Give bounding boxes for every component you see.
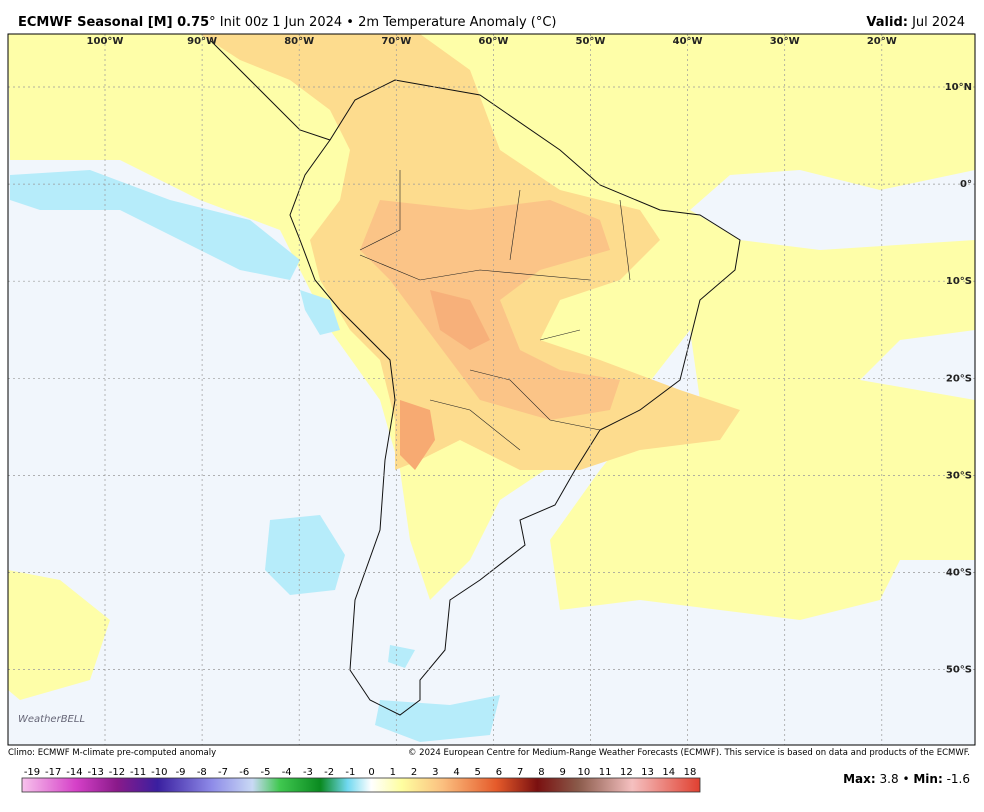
lon-label: 100°W <box>87 36 124 47</box>
colorbar-label: 18 <box>684 767 697 778</box>
title-bold: ECMWF Seasonal [M] 0.75 <box>18 15 209 30</box>
anomaly-cool <box>300 290 340 335</box>
colorbar-label: -6 <box>239 767 249 778</box>
colorbar-label: 9 <box>559 767 565 778</box>
colorbar-label: 12 <box>620 767 633 778</box>
lon-label: 60°W <box>478 36 508 47</box>
valid-value: Jul 2024 <box>911 15 965 30</box>
lon-label: 20°W <box>867 36 897 47</box>
anomaly-weak <box>790 500 910 560</box>
colorbar-label: -12 <box>109 767 125 778</box>
colorbar-label: -11 <box>130 767 146 778</box>
colorbar-label: -5 <box>260 767 270 778</box>
max-label: Max: <box>843 772 876 786</box>
min-value: -1.6 <box>947 772 970 786</box>
copyright: © 2024 European Centre for Medium-Range … <box>408 748 970 758</box>
colorbar-label: -17 <box>45 767 61 778</box>
lat-label: 20°S <box>946 373 972 384</box>
colorbar-label: 13 <box>641 767 654 778</box>
colorbar-label: 6 <box>496 767 502 778</box>
lon-label: 40°W <box>673 36 703 47</box>
anomaly-cool <box>10 170 300 280</box>
colorbar-label: 5 <box>475 767 481 778</box>
min-label: Min: <box>913 772 942 786</box>
lon-label: 80°W <box>284 36 314 47</box>
anomaly-warmest <box>430 290 490 350</box>
colorbar-label: 8 <box>538 767 544 778</box>
colorbar-label: -3 <box>303 767 313 778</box>
anomaly-cool <box>388 645 415 668</box>
title: ECMWF Seasonal [M] 0.75° Init 00z 1 Jun … <box>18 15 557 30</box>
colorbar-label: 0 <box>368 767 374 778</box>
colorbar-label: -1 <box>345 767 355 778</box>
anomaly-cool <box>265 515 345 595</box>
sep: • <box>902 772 909 786</box>
lon-label: 30°W <box>770 36 800 47</box>
lon-label: 90°W <box>187 36 217 47</box>
anomaly-weak <box>8 570 110 700</box>
valid: Valid: Jul 2024 <box>866 15 965 30</box>
lat-label: 10°S <box>946 276 972 287</box>
colorbar-label: 1 <box>390 767 396 778</box>
map: WeatherBELL 100°W 90°W 80°W 70°W 60°W 50°W 40°… <box>7 33 976 746</box>
anomaly-warmer <box>360 200 620 420</box>
lat-label: 40°S <box>946 568 972 579</box>
colorbar-label: -8 <box>197 767 207 778</box>
colorbar-label: 10 <box>578 767 591 778</box>
climo: Climo: ECMWF M-climate pre-computed anom… <box>8 748 216 758</box>
colorbar-label: -2 <box>324 767 334 778</box>
colorbar <box>21 777 701 793</box>
coastline <box>209 39 741 716</box>
stats: Max: 3.8 • Min: -1.6 <box>843 772 970 786</box>
lat-label: 0° <box>960 179 972 190</box>
lat-label: 10°N <box>945 82 972 93</box>
logo: WeatherBELL <box>18 714 85 725</box>
anomaly-cool <box>375 695 500 742</box>
borders <box>359 170 631 451</box>
colorbar-label: 11 <box>599 767 612 778</box>
colorbar-label: 4 <box>453 767 459 778</box>
colorbar-label: -14 <box>66 767 82 778</box>
colorbar-label: -19 <box>24 767 40 778</box>
lat-label: 50°S <box>946 665 972 676</box>
anomaly-weak <box>110 70 250 130</box>
colorbar-label: -10 <box>151 767 167 778</box>
colorbar-label: -13 <box>88 767 104 778</box>
colorbar-label: 14 <box>662 767 675 778</box>
colorbar-label: -4 <box>282 767 292 778</box>
lat-label: 30°S <box>946 470 972 481</box>
colorbar-label: -7 <box>218 767 228 778</box>
lon-label: 50°W <box>576 36 606 47</box>
valid-label: Valid: <box>866 15 908 30</box>
colorbar-label: -9 <box>176 767 186 778</box>
max-value: 3.8 <box>880 772 899 786</box>
colorbar-label: 3 <box>432 767 438 778</box>
colorbar-label: 2 <box>411 767 417 778</box>
anomaly-warmest <box>400 400 435 470</box>
map-frame <box>7 33 976 746</box>
lon-label: 70°W <box>381 36 411 47</box>
title-rest: ° Init 00z 1 Jun 2024 • 2m Temperature A… <box>209 15 556 30</box>
colorbar-label: 7 <box>517 767 523 778</box>
